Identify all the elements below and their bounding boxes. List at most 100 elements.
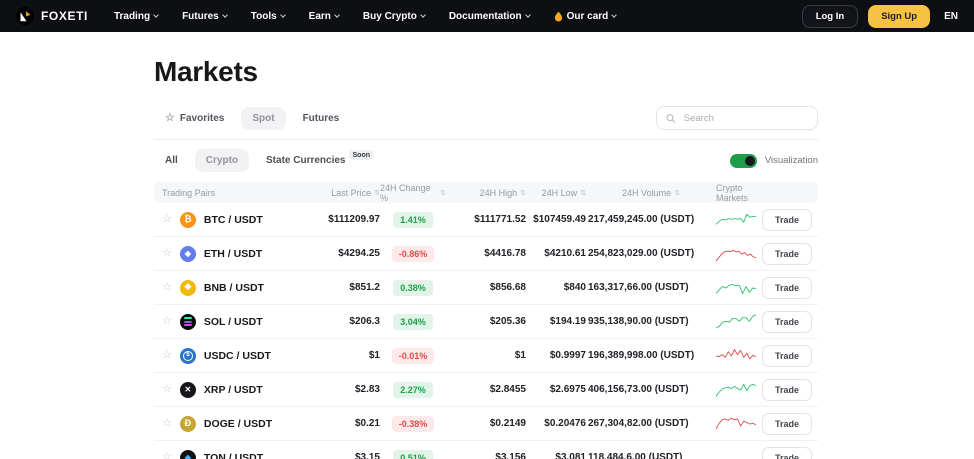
sparkline-chart-up [716, 209, 756, 231]
tab-spot[interactable]: Spot [241, 107, 285, 130]
table-row-sol: ☆SOL / USDT$206.33.04%$205.36$194.19935,… [154, 305, 818, 339]
nav-item-buy-crypto[interactable]: Buy Crypto [363, 11, 425, 22]
nav-item-futures[interactable]: Futures [182, 11, 227, 22]
column-header-label: Crypto Markets [716, 183, 756, 203]
table-body: ☆₿BTC / USDT$111209.971.41%$111771.52$10… [154, 203, 818, 459]
low-24h: $0.9997 [526, 350, 586, 361]
trade-button[interactable]: Trade [762, 379, 812, 401]
column-header-trading-pairs: Trading Pairs [162, 188, 300, 198]
filter-label: State Currencies [266, 155, 345, 166]
trade-button[interactable]: Trade [762, 243, 812, 265]
favorite-star-icon[interactable]: ☆ [162, 418, 172, 429]
table-row-ton: ☆◆TON / USDT$3.150.51%$3.156$3.081118,48… [154, 441, 818, 459]
change-cell: 0.51% [380, 450, 446, 459]
column-header-24h-high[interactable]: 24H High⇅ [446, 188, 526, 198]
brand-logo[interactable]: FOXETI [16, 7, 88, 25]
trade-button[interactable]: Trade [762, 277, 812, 299]
chevron-down-icon [222, 12, 228, 18]
favorite-star-icon[interactable]: ☆ [162, 282, 172, 293]
column-header-last-price[interactable]: Last Price⇅ [300, 188, 380, 198]
last-price: $851.2 [300, 282, 380, 293]
last-price: $3.15 [300, 452, 380, 459]
nav-item-tools[interactable]: Tools [251, 11, 285, 22]
sort-icon: ⇅ [674, 189, 680, 197]
low-24h: $840 [526, 282, 586, 293]
trade-cell: Trade [756, 379, 812, 401]
trade-button[interactable]: Trade [762, 447, 812, 459]
language-selector[interactable]: EN [944, 11, 958, 22]
nav-item-trading[interactable]: Trading [114, 11, 158, 22]
sparkline-cell [716, 379, 756, 401]
favorite-star-icon[interactable]: ☆ [162, 248, 172, 259]
low-24h: $4210.61 [526, 248, 586, 259]
login-button[interactable]: Log In [802, 5, 859, 28]
favorite-star-icon[interactable]: ☆ [162, 384, 172, 395]
table-row-btc: ☆₿BTC / USDT$111209.971.41%$111771.52$10… [154, 203, 818, 237]
pair-cell: ☆✕XRP / USDT [162, 382, 300, 398]
favorite-star-icon[interactable]: ☆ [162, 316, 172, 327]
last-price: $206.3 [300, 316, 380, 327]
nav-item-label: Futures [182, 11, 219, 22]
trade-cell: Trade [756, 277, 812, 299]
high-24h: $205.36 [446, 316, 526, 327]
favorite-star-icon[interactable]: ☆ [162, 214, 172, 225]
coin-icon-sol [180, 314, 196, 330]
trade-cell: Trade [756, 447, 812, 459]
trade-button[interactable]: Trade [762, 345, 812, 367]
column-header-24h-low[interactable]: 24H Low⇅ [526, 188, 586, 198]
filter-state-currencies[interactable]: State Currencies Soon [255, 149, 385, 172]
nav-item-documentation[interactable]: Documentation [449, 11, 530, 22]
column-header-label: Trading Pairs [162, 188, 215, 198]
visualization-toggle[interactable] [730, 154, 757, 168]
high-24h: $1 [446, 350, 526, 361]
sparkline-cell [716, 209, 756, 231]
change-badge: 0.38% [393, 280, 433, 296]
trade-cell: Trade [756, 413, 812, 435]
chevron-down-icon [280, 12, 286, 18]
sparkline-chart-down [716, 413, 756, 435]
column-header-label: 24H High [480, 188, 518, 198]
nav-item-our-card[interactable]: Our card [554, 11, 617, 22]
search-box[interactable] [656, 106, 818, 130]
filter-crypto[interactable]: Crypto [195, 149, 249, 172]
low-24h: $194.19 [526, 316, 586, 327]
column-header-24h-change[interactable]: 24H Change %⇅ [380, 183, 446, 203]
tab-futures[interactable]: Futures [292, 107, 351, 130]
pair-cell: ☆❖BNB / USDT [162, 280, 300, 296]
page-title: Markets [154, 56, 818, 88]
page-content: Markets ☆Favorites Spot Futures All Crypto S… [154, 56, 818, 459]
last-price: $1 [300, 350, 380, 361]
toggle-knob [745, 156, 755, 166]
brand-name: FOXETI [41, 9, 88, 23]
pair-label: SOL / USDT [204, 316, 263, 328]
nav-item-earn[interactable]: Earn [309, 11, 339, 22]
search-input[interactable] [682, 112, 808, 125]
high-24h: $0.2149 [446, 418, 526, 429]
pair-label: TON / USDT [204, 452, 263, 459]
signup-button[interactable]: Sign Up [868, 5, 930, 28]
sparkline-cell [716, 277, 756, 299]
table-row-xrp: ☆✕XRP / USDT$2.832.27%$2.8455$2.6975406,… [154, 373, 818, 407]
pair-cell: ☆◆ETH / USDT [162, 246, 300, 262]
trade-cell: Trade [756, 243, 812, 265]
soon-badge: Soon [349, 150, 375, 160]
change-badge: 1.41% [393, 212, 433, 228]
change-cell: 1.41% [380, 212, 446, 228]
low-24h: $2.6975 [526, 384, 586, 395]
filter-all[interactable]: All [154, 149, 189, 172]
filter-label: All [165, 155, 178, 166]
filter-row: AllCryptoState CurrenciesSoon Visualizat… [154, 149, 818, 172]
chevron-down-icon [334, 12, 340, 18]
favorite-star-icon[interactable]: ☆ [162, 350, 172, 361]
coin-icon-ton: ◆ [180, 450, 196, 459]
tab-favorites[interactable]: ☆Favorites [154, 107, 235, 130]
column-header-24h-volume[interactable]: 24H Volume⇅ [586, 188, 716, 198]
favorite-star-icon[interactable]: ☆ [162, 452, 172, 459]
sparkline-cell [716, 345, 756, 367]
trade-button[interactable]: Trade [762, 311, 812, 333]
sparkline-chart-up [716, 311, 756, 333]
trade-button[interactable]: Trade [762, 413, 812, 435]
pair-cell: ☆ SOL / USDT [162, 314, 300, 330]
trade-button[interactable]: Trade [762, 209, 812, 231]
pair-cell: ☆₿BTC / USDT [162, 212, 300, 228]
